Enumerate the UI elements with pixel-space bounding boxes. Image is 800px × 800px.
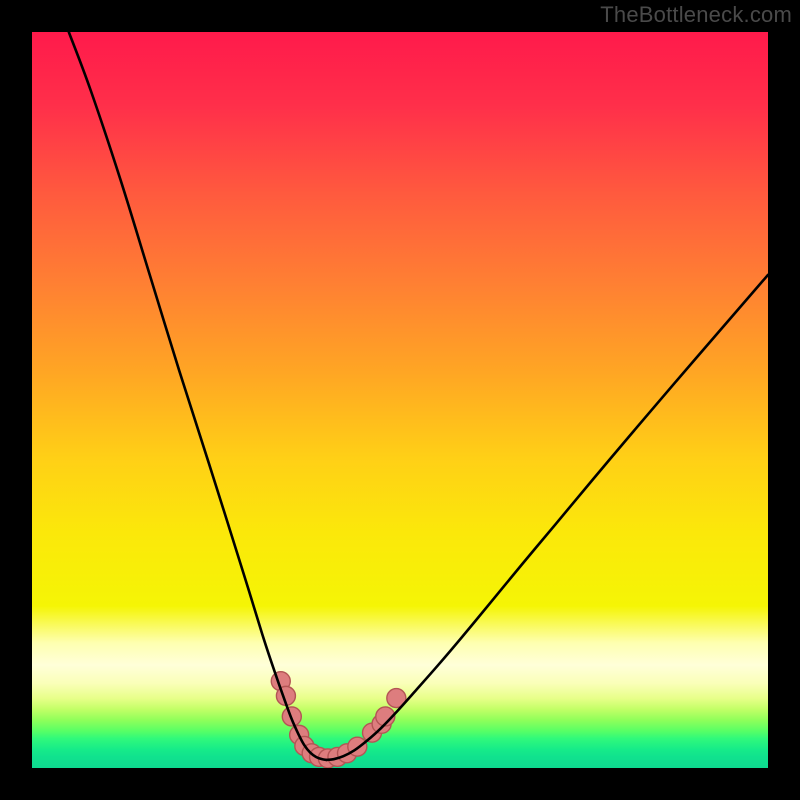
data-marker [376, 707, 395, 726]
chart-container: TheBottleneck.com [0, 0, 800, 800]
plot-svg [32, 32, 768, 768]
data-marker [295, 736, 314, 755]
data-marker [348, 737, 367, 756]
bottleneck-curve-right [326, 275, 768, 760]
bottleneck-curve-left [69, 32, 327, 760]
data-marker [363, 723, 382, 742]
gradient-background [32, 32, 768, 768]
data-marker [328, 747, 347, 766]
data-marker [290, 725, 309, 744]
data-marker [276, 686, 295, 705]
attribution-label: TheBottleneck.com [600, 2, 792, 28]
plot-area [32, 32, 768, 768]
data-markers [271, 672, 406, 768]
data-marker [372, 714, 391, 733]
data-marker [318, 749, 337, 768]
data-marker [271, 672, 290, 691]
data-marker [310, 747, 329, 766]
data-marker [387, 689, 406, 708]
data-marker [282, 707, 301, 726]
data-marker [338, 744, 357, 763]
data-marker [302, 744, 321, 763]
